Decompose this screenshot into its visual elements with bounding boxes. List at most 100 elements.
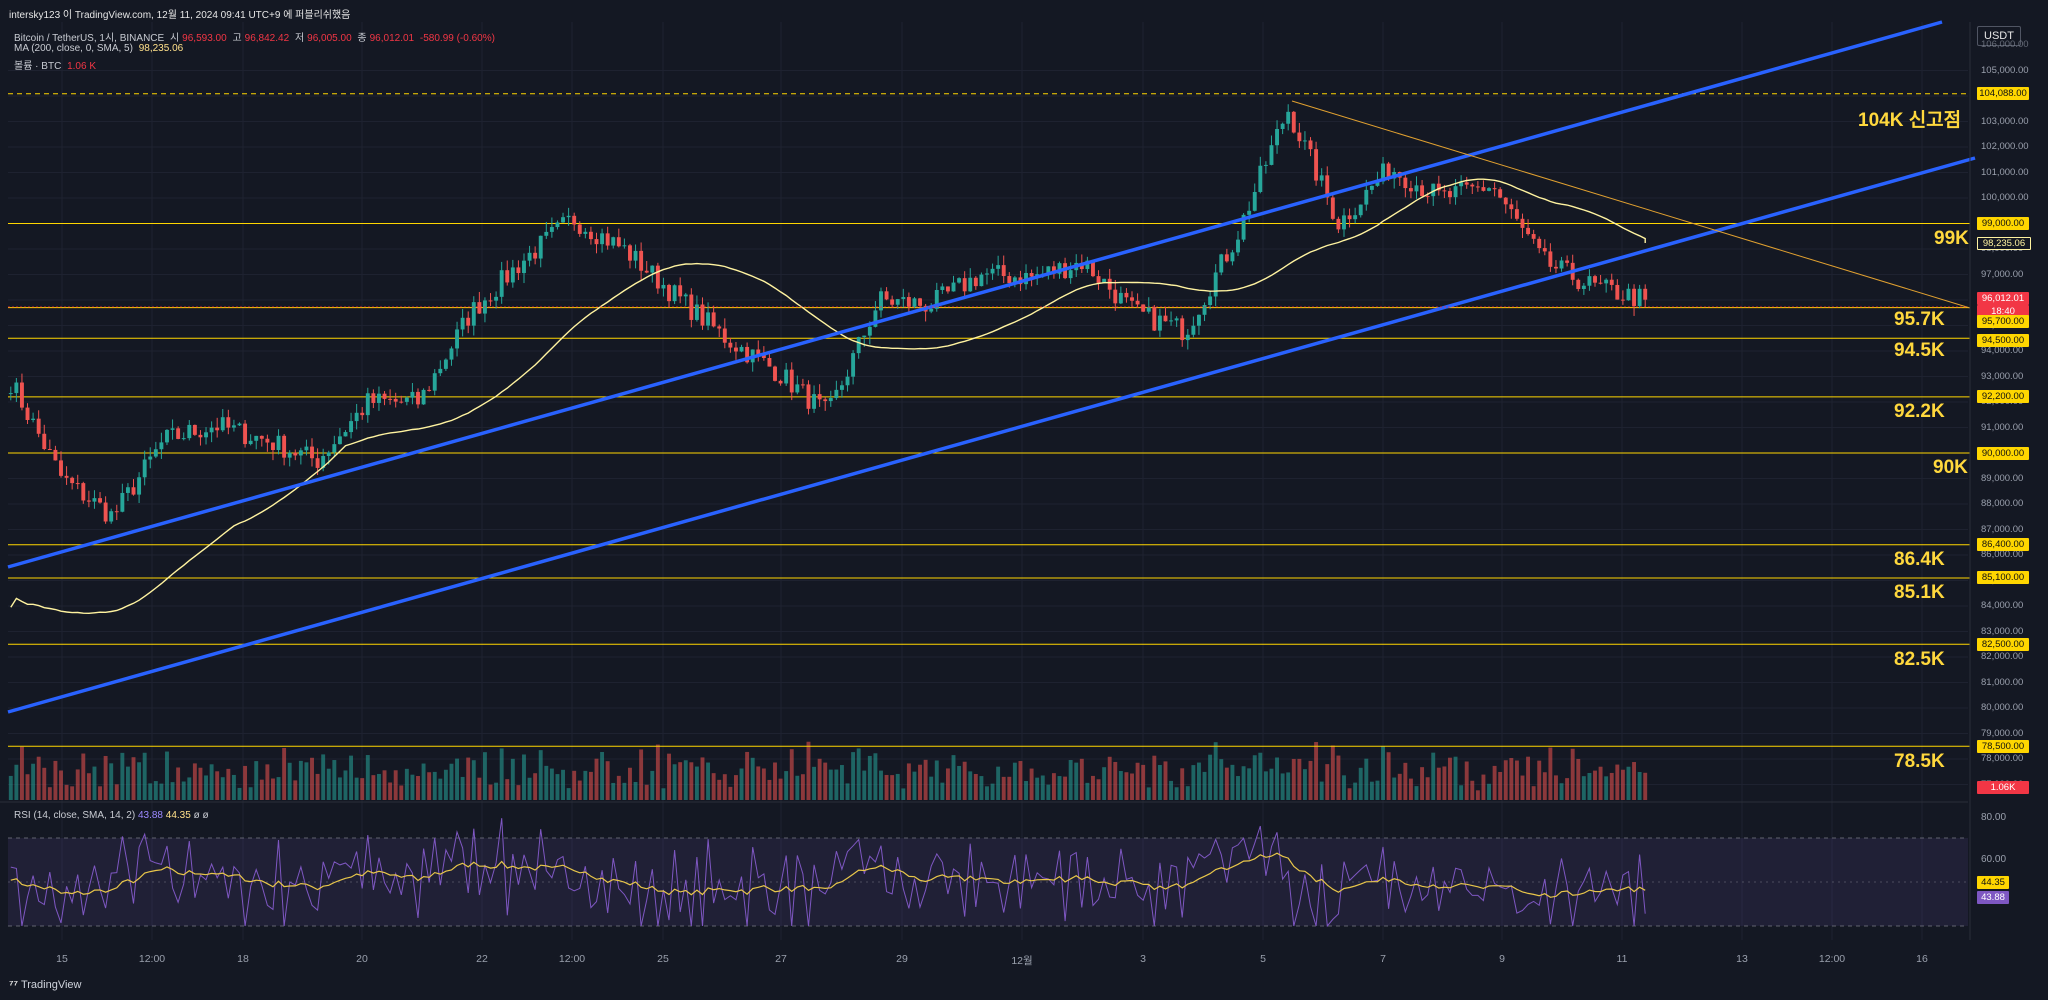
candle-body bbox=[1643, 288, 1648, 300]
volume-bar bbox=[321, 754, 326, 800]
rsi-legend[interactable]: RSI (14, close, SMA, 14, 2) 43.88 44.35 … bbox=[14, 810, 209, 821]
volume-bar bbox=[828, 769, 833, 800]
candlesticks bbox=[8, 104, 1648, 524]
horizontal-levels[interactable] bbox=[8, 93, 1970, 747]
volume-label[interactable]: 볼륨 · BTC bbox=[14, 61, 62, 72]
candle-body bbox=[1012, 277, 1017, 284]
candle-body bbox=[114, 511, 119, 513]
volume-bar bbox=[667, 753, 671, 800]
candle-body bbox=[499, 270, 504, 297]
candle-body bbox=[879, 291, 883, 311]
candle-body bbox=[672, 285, 677, 302]
candle-body bbox=[1007, 276, 1012, 284]
candle-body bbox=[326, 452, 331, 457]
candle-body bbox=[745, 346, 750, 363]
volume-bar bbox=[940, 782, 945, 800]
volume-bar bbox=[404, 768, 409, 800]
volume-bar bbox=[1330, 745, 1335, 800]
volume-bar bbox=[1637, 771, 1642, 800]
volume-bar bbox=[343, 770, 348, 800]
volume-bar bbox=[354, 777, 359, 800]
volume-bar bbox=[1091, 775, 1095, 800]
volume-bar bbox=[644, 784, 649, 800]
candle-body bbox=[784, 369, 789, 384]
volume-bar bbox=[1364, 758, 1369, 800]
channel-upper-line[interactable] bbox=[7, 20, 1943, 569]
price-tick: 103,000.00 bbox=[1981, 115, 2029, 127]
candle-body bbox=[1107, 278, 1112, 290]
volume-bar bbox=[800, 774, 805, 800]
candle-body bbox=[1208, 296, 1213, 306]
volume-bar bbox=[1291, 758, 1296, 800]
volume-bar bbox=[427, 772, 432, 800]
volume-bar bbox=[1397, 773, 1402, 800]
candle-body bbox=[1280, 123, 1285, 129]
volume-bar bbox=[1046, 784, 1051, 800]
volume-bar bbox=[388, 782, 393, 800]
price-tick: 100,000.00 bbox=[1981, 192, 2029, 203]
volume-bar bbox=[455, 758, 459, 800]
volume-bar bbox=[499, 748, 504, 800]
rsi-tick: 80.00 bbox=[1981, 812, 2007, 823]
volume-legend[interactable]: 볼륨 · BTC 1.06 K bbox=[14, 57, 99, 72]
volume-bar bbox=[109, 763, 114, 800]
candle-body bbox=[644, 270, 649, 273]
volume-bar bbox=[187, 777, 192, 800]
candle-body bbox=[120, 492, 125, 512]
volume-bar bbox=[683, 760, 688, 800]
candle-body bbox=[449, 348, 454, 360]
candle-body bbox=[561, 217, 565, 223]
price-tick: 106,000.00 bbox=[1981, 39, 2029, 50]
volume-bar bbox=[1141, 764, 1146, 800]
volume-bar bbox=[1113, 761, 1118, 800]
volume-bar bbox=[527, 777, 532, 800]
channel-lower-line[interactable] bbox=[7, 156, 1976, 714]
volume-bar bbox=[722, 774, 727, 800]
candle-body bbox=[1581, 285, 1586, 289]
descending-trend-line[interactable] bbox=[1291, 100, 1971, 309]
currency-button[interactable]: USDT bbox=[1977, 26, 2021, 46]
price-tick: 79,000.00 bbox=[1981, 727, 2024, 739]
price-tag-countdown: 18:40 bbox=[1977, 305, 2029, 319]
volume-bar bbox=[382, 770, 387, 800]
level-label: 82.5K bbox=[1894, 648, 1945, 670]
candle-body bbox=[265, 438, 270, 443]
candle-body bbox=[611, 237, 616, 246]
volume-bar bbox=[14, 764, 19, 800]
candle-body bbox=[1509, 204, 1514, 210]
candle-body bbox=[834, 389, 839, 399]
candle-body bbox=[1135, 300, 1140, 305]
candle-body bbox=[934, 289, 939, 309]
candle-body bbox=[399, 401, 404, 403]
candle-body bbox=[912, 298, 917, 307]
candle-body bbox=[1548, 251, 1553, 267]
tradingview-logo[interactable]: ⁷⁷ TradingView bbox=[9, 979, 81, 991]
time-tick: 12:00 bbox=[558, 953, 586, 965]
volume-bar bbox=[103, 755, 108, 800]
ma-label[interactable]: MA (200, close, 0, SMA, 5) bbox=[14, 43, 133, 54]
time-tick: 18 bbox=[237, 953, 249, 965]
candle-body bbox=[271, 442, 275, 451]
ma-legend[interactable]: MA (200, close, 0, SMA, 5) 98,235.06 bbox=[14, 43, 186, 54]
volume-bar bbox=[298, 760, 303, 800]
candle-body bbox=[929, 308, 934, 312]
candle-body bbox=[343, 432, 348, 437]
candle-body bbox=[1498, 189, 1503, 198]
volume-bar bbox=[739, 768, 744, 800]
candle-body bbox=[170, 428, 175, 430]
volume-bar bbox=[1107, 756, 1112, 800]
symbol-name[interactable]: Bitcoin / TetherUS, 1시, BINANCE bbox=[14, 33, 165, 44]
rsi-label[interactable]: RSI (14, close, SMA, 14, 2) bbox=[14, 810, 136, 821]
volume-bar bbox=[399, 785, 404, 800]
high-value: 96,842.42 bbox=[244, 33, 290, 44]
candle-body bbox=[918, 298, 922, 306]
time-tick: 16 bbox=[1916, 953, 1928, 965]
volume-bar bbox=[86, 773, 91, 800]
symbol-legend[interactable]: Bitcoin / TetherUS, 1시, BINANCE 시 96,593.… bbox=[14, 29, 498, 44]
volume-bar bbox=[153, 781, 158, 800]
candle-body bbox=[410, 391, 415, 398]
candle-body bbox=[1169, 320, 1174, 322]
price-tick: 88,000.00 bbox=[1981, 498, 2024, 509]
candle-body bbox=[650, 265, 655, 273]
